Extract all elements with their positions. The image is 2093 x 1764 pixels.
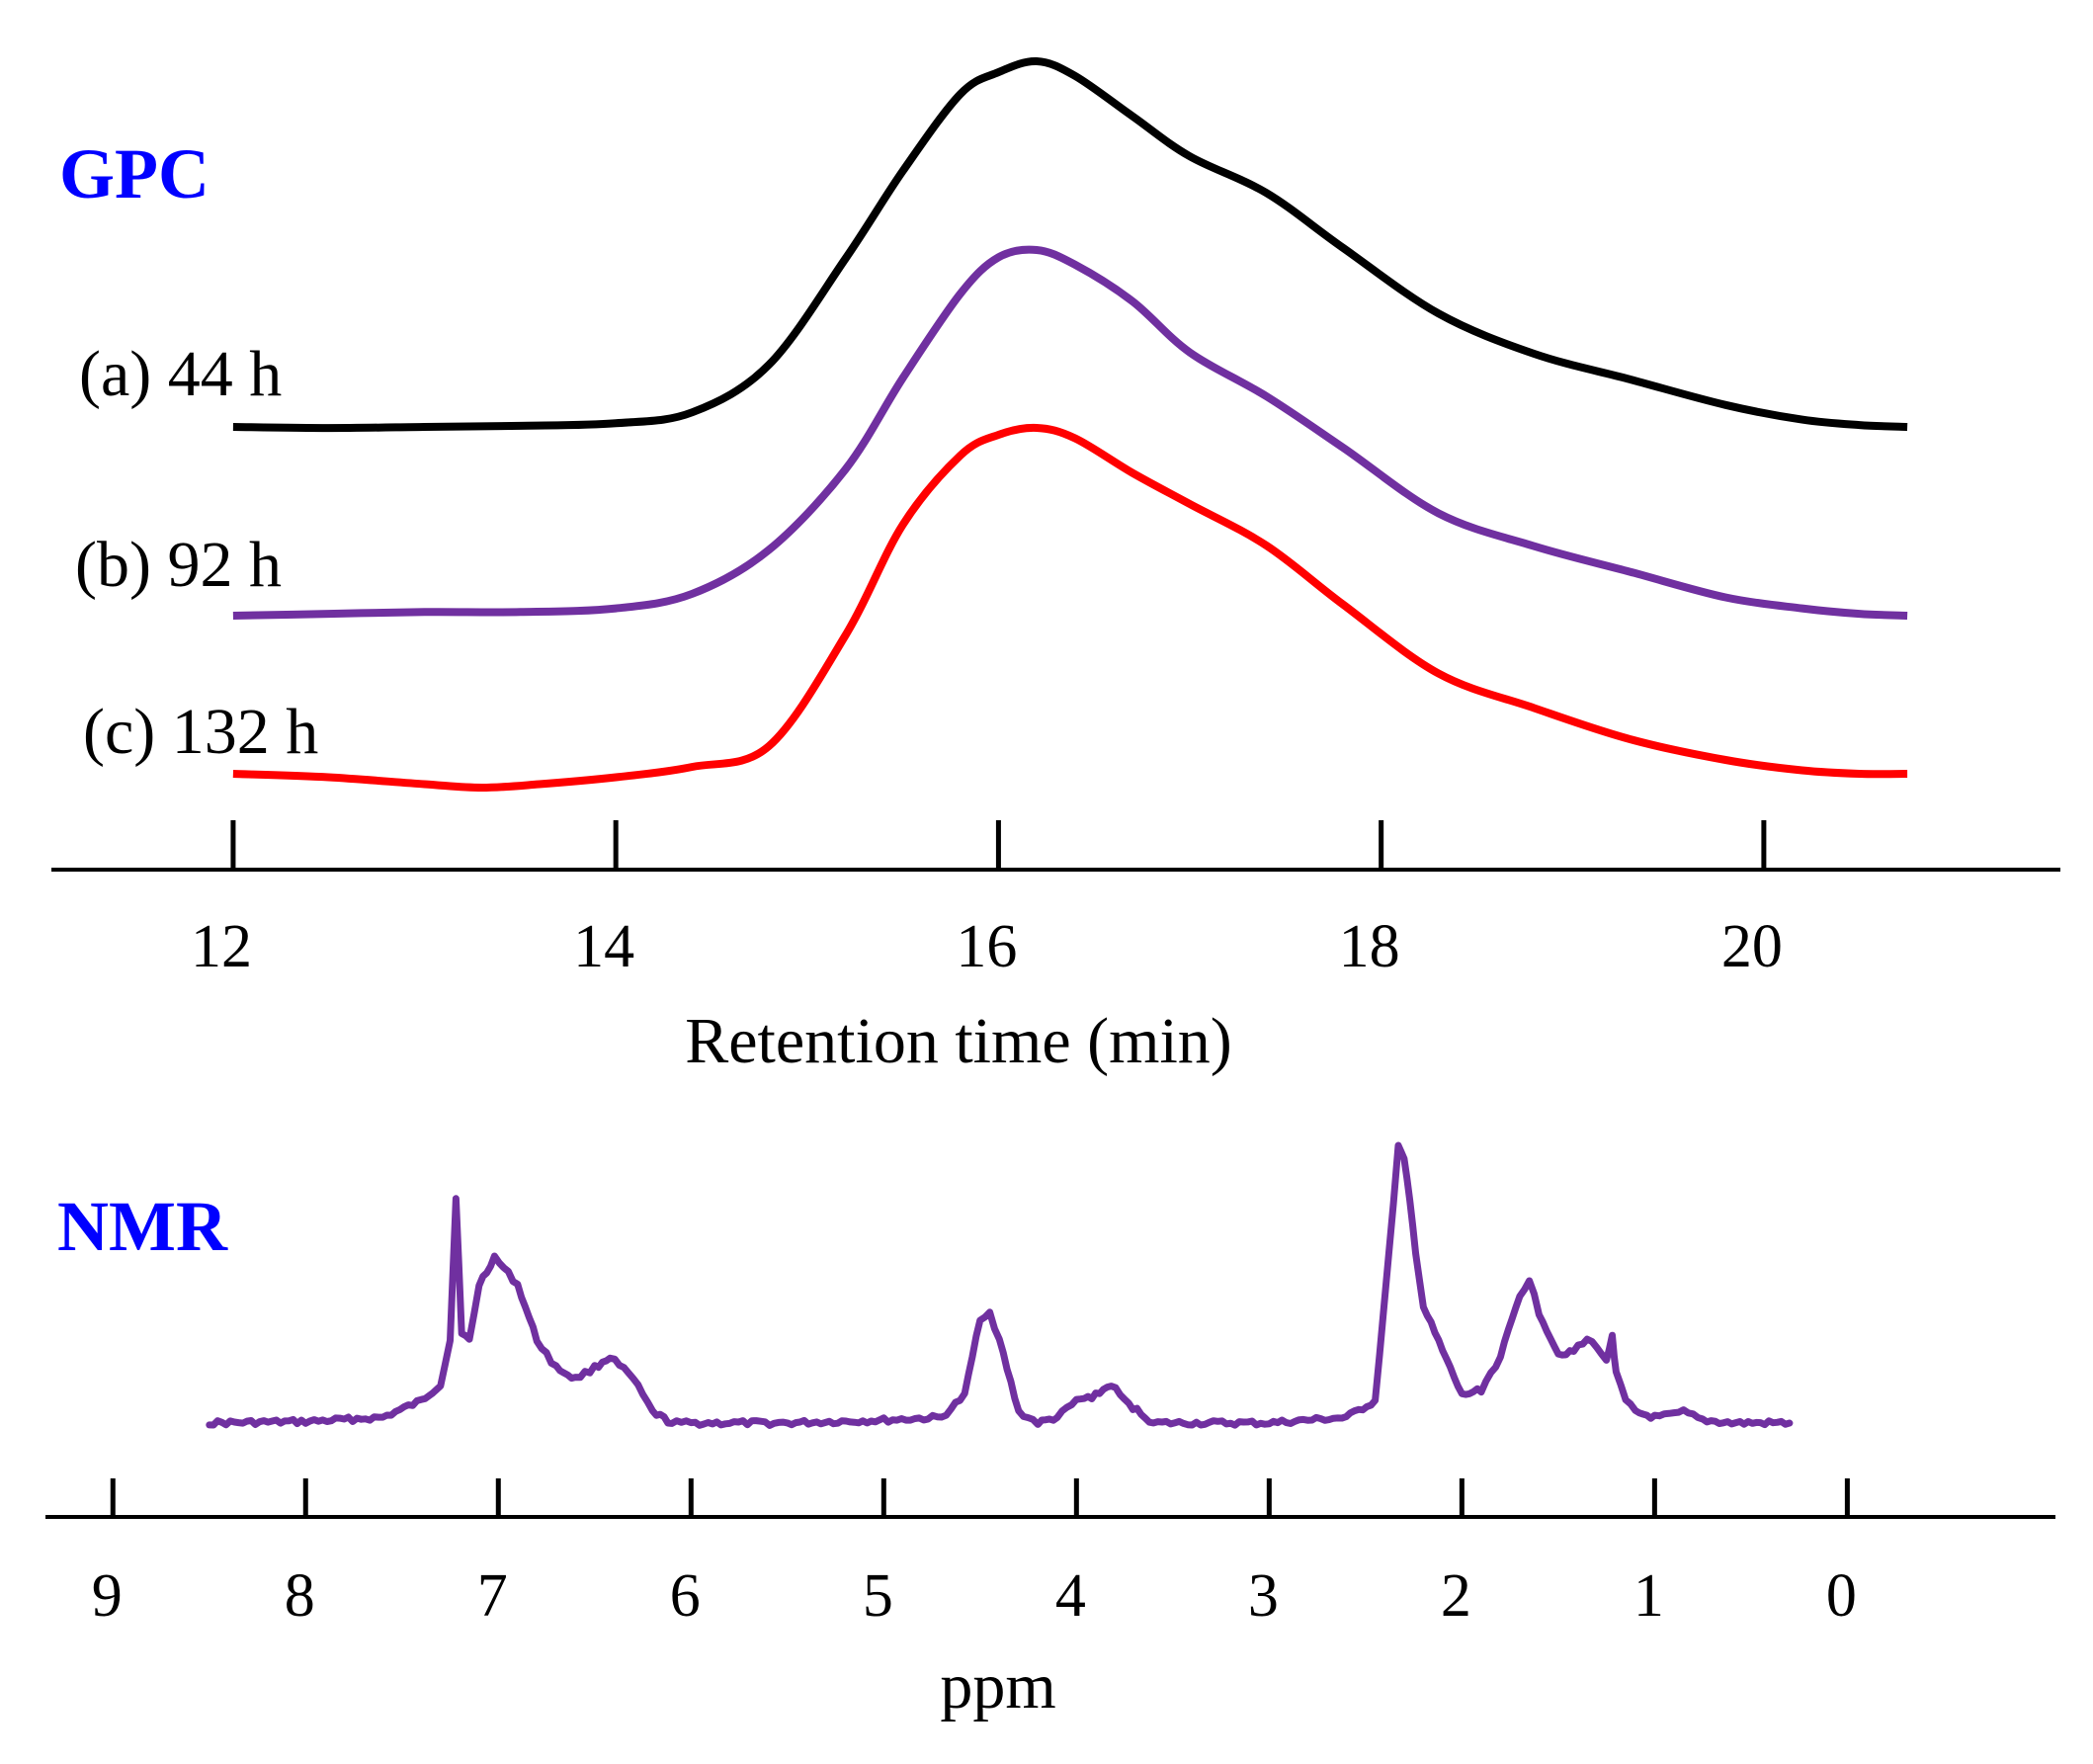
gpc-x-tick-label: 20 <box>1721 913 1783 980</box>
series-label-b: (b) 92 h <box>75 529 282 601</box>
nmr-x-tick-label: 4 <box>1055 1562 1086 1630</box>
gpc-x-axis-title: Retention time (min) <box>685 1005 1232 1077</box>
nmr-x-axis-title: ppm <box>940 1650 1055 1722</box>
gpc-panel-label: GPC <box>59 134 209 213</box>
nmr-panel: NMR 9 8 7 6 5 4 3 2 1 0 ppm <box>45 1141 2055 1722</box>
gpc-series-group <box>232 56 1908 792</box>
gpc-series-labels: (a) 44 h (b) 92 h (c) 132 h <box>75 338 318 768</box>
nmr-x-tick-label: 8 <box>285 1562 315 1630</box>
nmr-series-group <box>206 1141 1794 1429</box>
nmr-x-tick-label: 5 <box>863 1562 893 1630</box>
nmr-x-tick-label: 3 <box>1248 1562 1279 1630</box>
gpc-series-line-1 <box>232 56 1908 433</box>
nmr-x-tick-label: 2 <box>1441 1562 1471 1630</box>
series-label-a: (a) 44 h <box>79 338 282 410</box>
nmr-x-ticks: 9 8 7 6 5 4 3 2 1 0 <box>92 1478 1857 1630</box>
gpc-x-tick-label: 14 <box>573 913 634 980</box>
nmr-x-tick-label: 6 <box>670 1562 701 1630</box>
series-label-c: (c) 132 h <box>83 696 318 768</box>
nmr-panel-label: NMR <box>57 1187 228 1266</box>
nmr-spectrum-line <box>206 1141 1794 1429</box>
gpc-panel: GPC (a) 44 h (b) 92 h (c) 132 h 12 14 16 18… <box>51 56 2060 1077</box>
gpc-x-tick-label: 16 <box>956 913 1017 980</box>
nmr-x-tick-label: 1 <box>1633 1562 1664 1630</box>
gpc-x-tick-label: 18 <box>1339 913 1400 980</box>
nmr-x-tick-label: 0 <box>1826 1562 1857 1630</box>
nmr-x-tick-label: 9 <box>92 1562 123 1630</box>
nmr-x-tick-label: 7 <box>477 1562 508 1630</box>
gpc-series-line-2 <box>232 245 1908 620</box>
gpc-x-tick-label: 12 <box>191 913 252 980</box>
gpc-x-ticks: 12 14 16 18 20 <box>191 820 1783 980</box>
gpc-series-line-3 <box>232 423 1908 792</box>
